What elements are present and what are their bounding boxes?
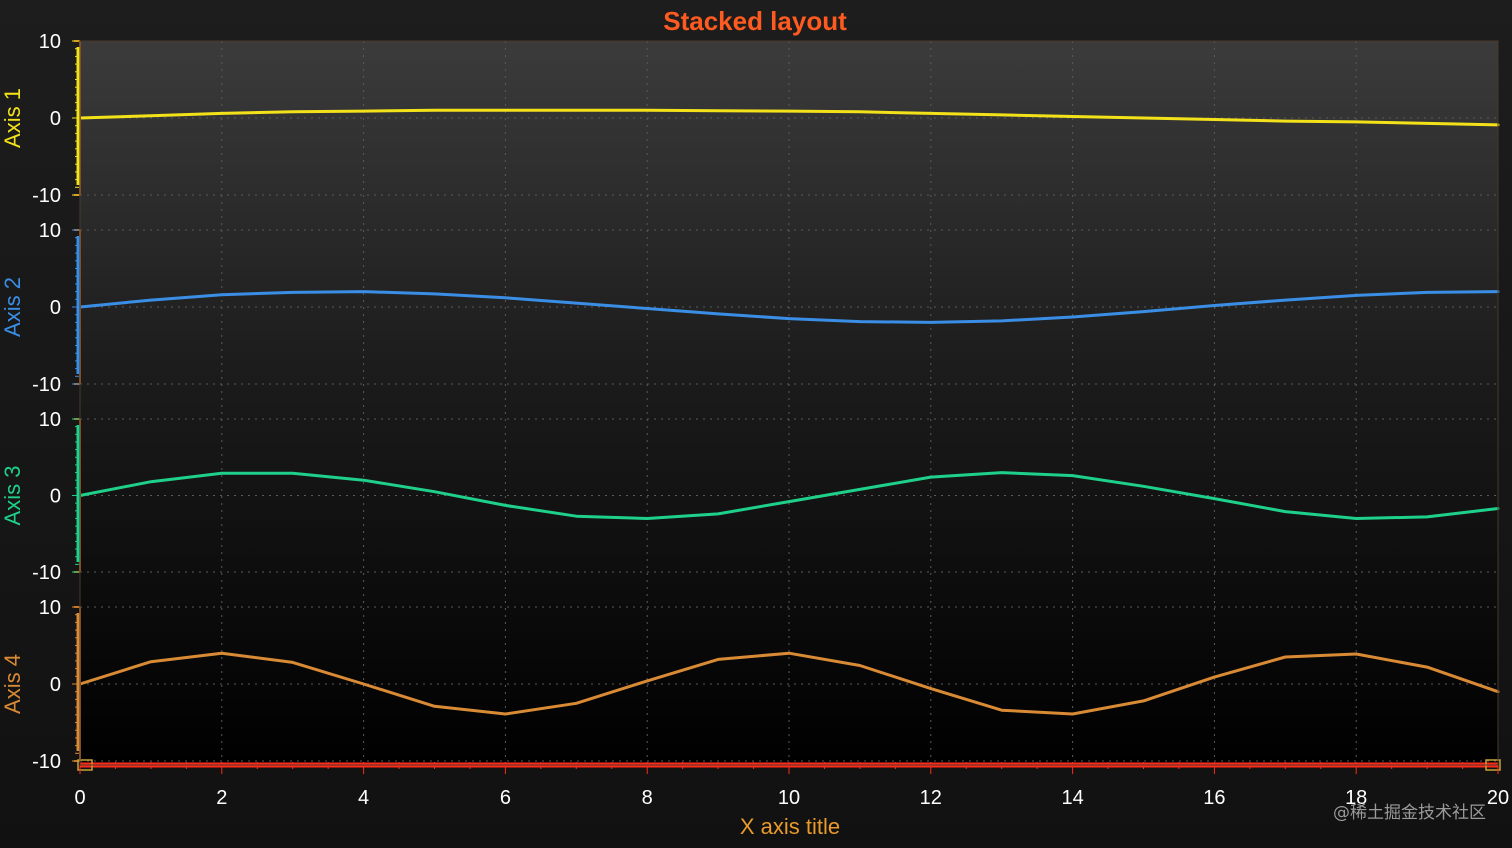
- x-tick-label: 2: [216, 787, 227, 809]
- y-tick-label: 0: [50, 486, 61, 508]
- series-line-2: [78, 290, 1500, 324]
- y-tick-label: 10: [39, 31, 61, 53]
- y-tick-label: 10: [39, 409, 61, 431]
- x-tick-label: 4: [358, 787, 369, 809]
- x-tick-label: 20: [1487, 787, 1509, 809]
- y-tick-label: -10: [32, 562, 61, 584]
- y-tick-label: -10: [32, 185, 61, 207]
- x-tick-label: 0: [74, 787, 85, 809]
- y-tick-label: -10: [32, 751, 61, 773]
- y-tick-label: 0: [50, 297, 61, 319]
- y-axis-title: Axis 1: [0, 88, 25, 148]
- x-axis-title: X axis title: [740, 814, 840, 839]
- series-line-4: [78, 651, 1500, 716]
- watermark: @稀土掘金技术社区: [1333, 803, 1486, 823]
- x-tick-label: 14: [1061, 787, 1083, 809]
- y-axis-title: Axis 3: [0, 466, 25, 526]
- series-group: [78, 108, 1500, 716]
- y-axis-title: Axis 2: [0, 277, 25, 337]
- x-tick-label: 16: [1203, 787, 1225, 809]
- series-line-1: [78, 108, 1500, 127]
- chart-title: Stacked layout: [663, 6, 847, 36]
- x-tick-label: 10: [778, 787, 800, 809]
- series-line-3: [78, 471, 1500, 520]
- y-tick-label: -10: [32, 374, 61, 396]
- x-tick-label: 8: [642, 787, 653, 809]
- axes-group: -10 0 10 Axis 1 -10 0 10 Axis 2 -10 0 10 Axis 3 -10 0…: [0, 31, 1509, 809]
- x-tick-label: 12: [920, 787, 942, 809]
- y-tick-label: 10: [39, 597, 61, 619]
- y-tick-label: 10: [39, 220, 61, 242]
- y-axis-title: Axis 4: [0, 654, 25, 714]
- plot-frame: [79, 40, 1499, 766]
- x-tick-label: 18: [1345, 787, 1367, 809]
- y-tick-label: 0: [50, 674, 61, 696]
- x-tick-label: 6: [500, 787, 511, 809]
- y-tick-label: 0: [50, 108, 61, 130]
